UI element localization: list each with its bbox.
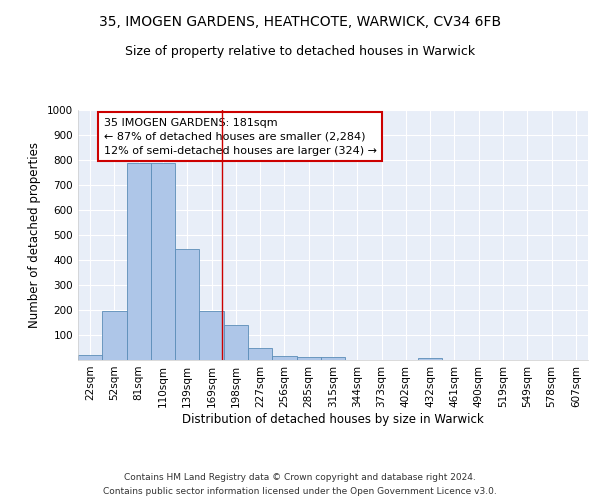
X-axis label: Distribution of detached houses by size in Warwick: Distribution of detached houses by size … [182,412,484,426]
Bar [224,325,248,360]
Bar [127,162,151,360]
Bar [296,357,321,360]
Text: 35 IMOGEN GARDENS: 181sqm
← 87% of detached houses are smaller (2,284)
12% of se: 35 IMOGEN GARDENS: 181sqm ← 87% of detac… [104,118,377,156]
Bar [321,357,345,360]
Text: 35, IMOGEN GARDENS, HEATHCOTE, WARWICK, CV34 6FB: 35, IMOGEN GARDENS, HEATHCOTE, WARWICK, … [99,15,501,29]
Bar [102,311,127,360]
Text: Contains public sector information licensed under the Open Government Licence v3: Contains public sector information licen… [103,488,497,496]
Bar [272,356,296,360]
Bar [418,358,442,360]
Text: Size of property relative to detached houses in Warwick: Size of property relative to detached ho… [125,45,475,58]
Bar [175,248,199,360]
Bar [151,162,175,360]
Bar [78,355,102,360]
Text: Contains HM Land Registry data © Crown copyright and database right 2024.: Contains HM Land Registry data © Crown c… [124,472,476,482]
Y-axis label: Number of detached properties: Number of detached properties [28,142,41,328]
Bar [248,348,272,360]
Bar [199,311,224,360]
